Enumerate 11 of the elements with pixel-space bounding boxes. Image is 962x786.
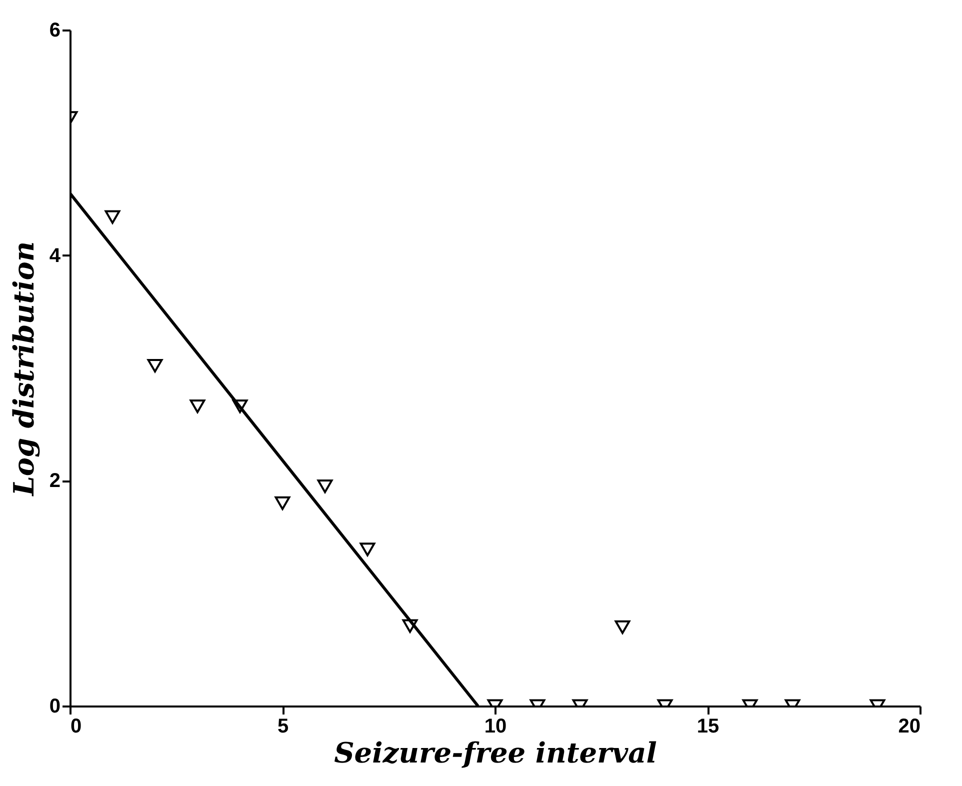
- y-tick-label: 6: [49, 20, 60, 42]
- x-tick-label: 15: [696, 716, 720, 738]
- x-axis-title: Seizure-free interval: [334, 736, 657, 770]
- x-tick-label: 0: [70, 716, 82, 738]
- y-tick-label: 0: [49, 696, 60, 718]
- y-tick-label: 4: [49, 244, 62, 267]
- x-tick-label: 20: [898, 716, 920, 738]
- y-axis-title: Log distribution: [7, 241, 40, 497]
- x-tick-label: 10: [484, 716, 507, 738]
- x-tick-label: 5: [277, 716, 289, 738]
- y-tick-label: 2: [49, 470, 60, 492]
